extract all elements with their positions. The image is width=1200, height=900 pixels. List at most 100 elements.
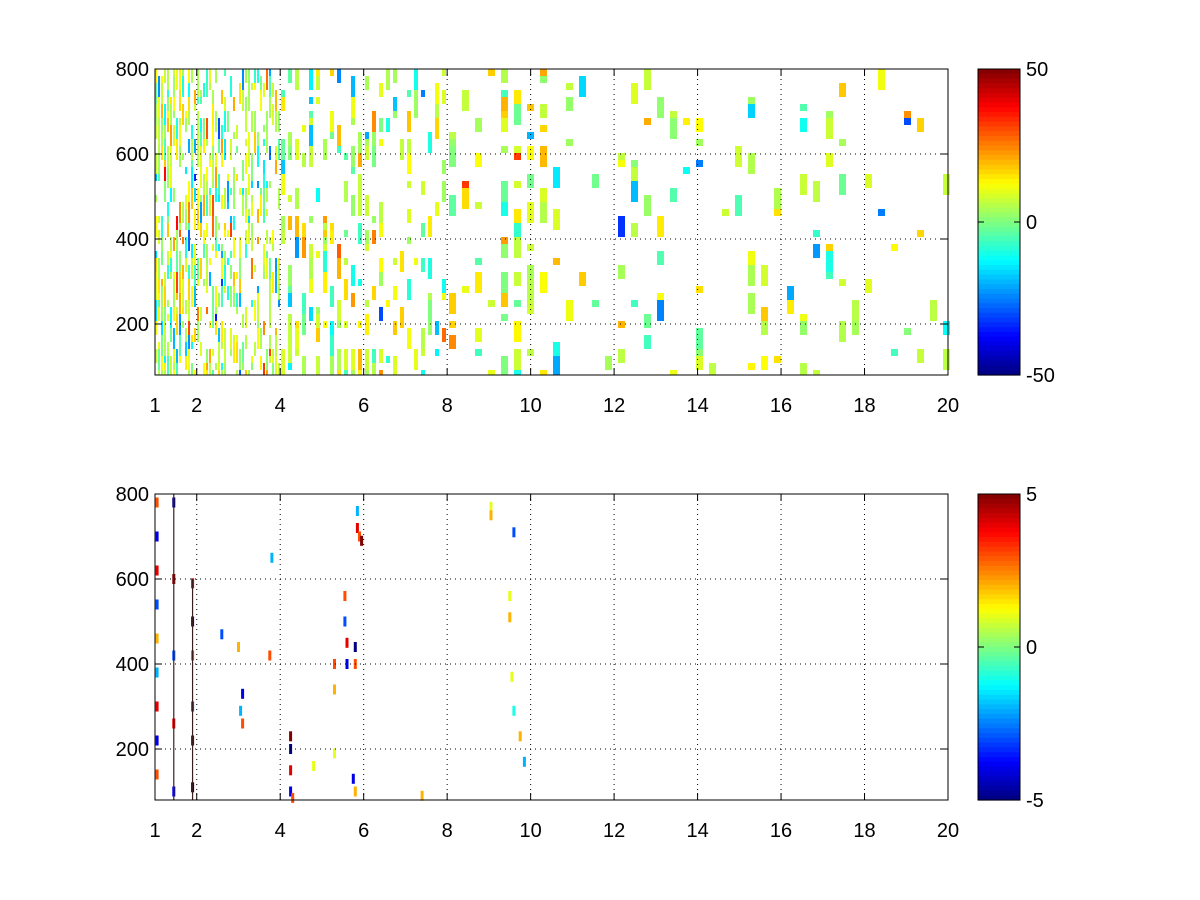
heatmap-cell	[337, 244, 341, 258]
heatmap-cell	[527, 104, 534, 111]
heatmap-cell	[281, 216, 285, 230]
heatmap-cell	[337, 300, 341, 321]
heatmap-cell	[173, 328, 175, 349]
heatmap-cell	[269, 237, 271, 244]
heatmap-cell	[281, 349, 285, 370]
heatmap-cell	[248, 97, 250, 111]
heatmap-cell	[269, 300, 271, 314]
x-tick-label: 20	[937, 395, 959, 417]
heatmap-cell	[365, 76, 369, 90]
heatmap-cell	[372, 111, 376, 132]
heatmap-cell	[182, 321, 184, 328]
heatmap-cell	[275, 90, 277, 111]
heatmap-cell	[170, 251, 172, 258]
heatmap-cell	[270, 552, 274, 563]
heatmap-cell	[428, 293, 432, 300]
heatmap-cell	[248, 76, 250, 97]
heatmap-cell	[173, 370, 175, 375]
heatmap-cell	[501, 202, 508, 216]
colorbar-step	[978, 599, 1020, 605]
heatmap-cell	[182, 153, 184, 160]
heatmap-cell	[278, 139, 280, 160]
heatmap-cell	[215, 188, 217, 202]
heatmap-cell	[155, 633, 159, 644]
heatmap-cell	[206, 195, 208, 216]
colorbar-step	[978, 642, 1020, 648]
heatmap-cell	[200, 132, 202, 146]
heatmap-cell	[185, 111, 187, 118]
x-tick-label: 10	[520, 395, 542, 417]
chart-bottom-cells	[155, 494, 526, 803]
heatmap-cell	[257, 237, 259, 244]
heatmap-cell	[696, 118, 703, 132]
heatmap-cell	[337, 349, 341, 370]
heatmap-cell	[185, 167, 187, 174]
heatmap-cell	[254, 132, 256, 153]
heatmap-cell	[239, 258, 241, 279]
heatmap-cell	[230, 286, 232, 307]
heatmap-cell	[787, 286, 794, 300]
heatmap-cell	[316, 251, 320, 258]
heatmap-cell	[155, 735, 159, 746]
heatmap-cell	[904, 328, 911, 335]
heatmap-cell	[155, 667, 159, 678]
heatmap-cell	[179, 293, 181, 314]
heatmap-cell	[263, 321, 265, 335]
heatmap-cell	[230, 328, 232, 349]
colorbar-step	[978, 694, 1020, 701]
heatmap-cell	[618, 321, 625, 328]
heatmap-cell	[351, 76, 355, 97]
heatmap-cell	[813, 181, 820, 202]
heatmap-cell	[442, 293, 446, 300]
heatmap-cell	[670, 118, 677, 139]
heatmap-cell	[215, 69, 217, 83]
heatmap-cell	[393, 69, 397, 83]
heatmap-cell	[227, 174, 229, 181]
heatmap-cell	[566, 83, 573, 90]
heatmap-cell	[200, 118, 202, 132]
heatmap-cell	[206, 139, 208, 146]
heatmap-cell	[355, 523, 359, 533]
heatmap-cell	[212, 146, 214, 160]
heatmap-cell	[161, 314, 163, 321]
colorbar-step	[978, 178, 1020, 185]
heatmap-cell	[212, 244, 214, 251]
heatmap-cell	[449, 146, 456, 167]
colorbar-step	[978, 508, 1020, 514]
heatmap-cell	[696, 286, 703, 293]
heatmap-cell	[188, 202, 190, 223]
heatmap-cell	[188, 300, 190, 321]
heatmap-cell	[233, 216, 235, 230]
heatmap-cell	[618, 216, 625, 237]
heatmap-cell	[251, 258, 253, 279]
heatmap-cell	[365, 230, 369, 244]
heatmap-cell	[167, 314, 169, 321]
heatmap-cell	[289, 786, 293, 797]
heatmap-cell	[179, 125, 181, 146]
heatmap-cell	[379, 307, 383, 321]
heatmap-cell	[269, 314, 271, 328]
heatmap-cell	[316, 69, 320, 76]
heatmap-cell	[343, 616, 347, 627]
heatmap-cell	[161, 132, 163, 146]
heatmap-cell	[514, 349, 521, 370]
heatmap-cell	[442, 69, 446, 76]
heatmap-cell	[179, 202, 181, 223]
heatmap-cell	[813, 244, 820, 258]
heatmap-cell	[200, 167, 202, 188]
heatmap-cell	[191, 125, 193, 139]
heatmap-cell	[309, 125, 313, 146]
heatmap-cell	[242, 160, 244, 181]
heatmap-cell	[230, 251, 232, 258]
heatmap-cell	[358, 349, 362, 370]
heatmap-cell	[161, 370, 163, 375]
heatmap-cell	[215, 363, 217, 370]
heatmap-cell	[224, 223, 226, 230]
heatmap-cell	[813, 230, 820, 237]
colorbar-step	[978, 560, 1020, 567]
heatmap-cell	[696, 356, 703, 370]
heatmap-cell	[194, 139, 196, 153]
heatmap-cell	[173, 272, 175, 279]
heatmap-cell	[323, 230, 327, 237]
heatmap-cell	[278, 286, 280, 300]
